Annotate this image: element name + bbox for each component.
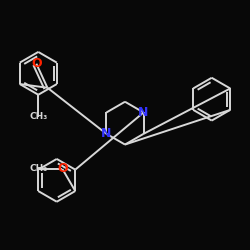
Text: CH₃: CH₃ — [29, 112, 48, 122]
Text: N: N — [138, 106, 149, 119]
Text: O: O — [31, 57, 42, 70]
Text: O: O — [57, 162, 68, 175]
Text: CH₃: CH₃ — [29, 164, 48, 173]
Text: N: N — [101, 127, 112, 140]
